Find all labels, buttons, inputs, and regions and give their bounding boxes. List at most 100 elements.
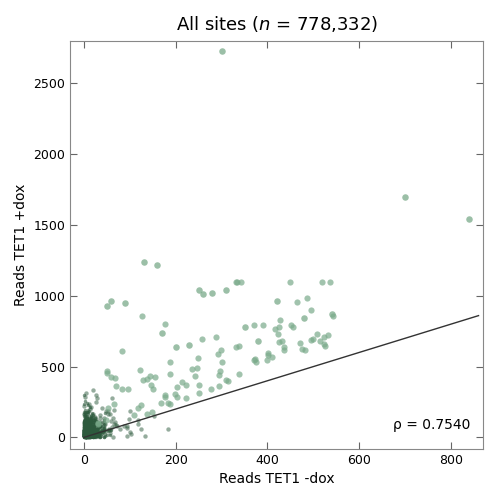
Point [81, 420, 88, 428]
Point [83, 420, 90, 428]
Point [87, 416, 95, 424]
Point [80, 431, 88, 439]
Point [134, 404, 142, 412]
Point [316, 337, 324, 345]
Point [91, 432, 99, 440]
Point [307, 306, 315, 314]
Point [81, 430, 88, 438]
Point [287, 321, 295, 329]
Point [84, 426, 92, 434]
Point [107, 423, 115, 431]
Point [82, 422, 89, 430]
Point [89, 425, 97, 433]
Point [81, 432, 88, 440]
Point [83, 432, 91, 440]
Point [86, 432, 94, 440]
Point [88, 424, 96, 432]
Point [84, 425, 92, 433]
Point [81, 429, 88, 437]
Point [85, 426, 93, 434]
Point [83, 430, 91, 438]
Point [81, 430, 89, 438]
Point [82, 430, 89, 438]
Point [86, 428, 94, 436]
Point [95, 428, 103, 436]
Point [81, 430, 88, 438]
Point [89, 430, 97, 438]
Point [86, 428, 94, 436]
Point [81, 432, 89, 440]
Point [89, 428, 97, 436]
Point [84, 424, 92, 432]
Point [81, 430, 88, 438]
Point [81, 432, 89, 440]
Point [83, 424, 91, 432]
Point [85, 420, 93, 428]
Point [80, 426, 88, 434]
Point [81, 430, 88, 438]
Point [268, 354, 276, 362]
Point [81, 428, 88, 436]
Point [82, 420, 89, 428]
Point [83, 424, 90, 432]
Point [81, 422, 89, 430]
Point [208, 289, 216, 297]
Point [93, 394, 101, 402]
Point [194, 354, 202, 362]
Point [85, 426, 93, 434]
Point [94, 432, 102, 440]
Point [87, 430, 95, 438]
Point [95, 431, 103, 439]
Point [84, 417, 92, 425]
Point [82, 432, 89, 440]
Point [85, 430, 93, 438]
Point [123, 424, 131, 432]
Point [89, 432, 97, 440]
Point [85, 432, 93, 440]
Point [83, 432, 91, 440]
Point [91, 417, 99, 425]
Point [85, 419, 93, 427]
Point [81, 430, 88, 438]
Point [86, 430, 94, 438]
Point [82, 410, 90, 418]
Point [96, 411, 104, 419]
Point [95, 430, 103, 438]
Point [81, 400, 88, 408]
Point [82, 430, 89, 438]
Point [81, 418, 88, 426]
Point [84, 424, 92, 432]
Point [82, 428, 90, 436]
Point [81, 432, 89, 440]
Point [81, 422, 89, 430]
Point [93, 432, 101, 440]
Point [84, 430, 92, 438]
Point [90, 429, 98, 437]
Point [92, 431, 100, 439]
Point [101, 420, 109, 428]
Point [87, 414, 95, 422]
Point [83, 430, 91, 438]
Point [150, 412, 158, 420]
Point [81, 433, 89, 441]
Point [89, 418, 97, 426]
Point [81, 428, 89, 436]
Point [83, 428, 91, 436]
Point [90, 422, 98, 430]
Point [165, 425, 172, 433]
Point [82, 426, 90, 434]
Point [83, 419, 90, 427]
Point [112, 421, 120, 429]
Point [81, 427, 88, 435]
Point [250, 356, 258, 364]
Point [87, 422, 95, 430]
Point [81, 430, 89, 438]
Point [82, 430, 90, 438]
Point [81, 427, 88, 435]
Point [83, 428, 91, 436]
Point [88, 429, 96, 437]
Point [96, 422, 104, 430]
Point [82, 433, 89, 441]
Point [224, 377, 232, 385]
Point [81, 412, 88, 420]
